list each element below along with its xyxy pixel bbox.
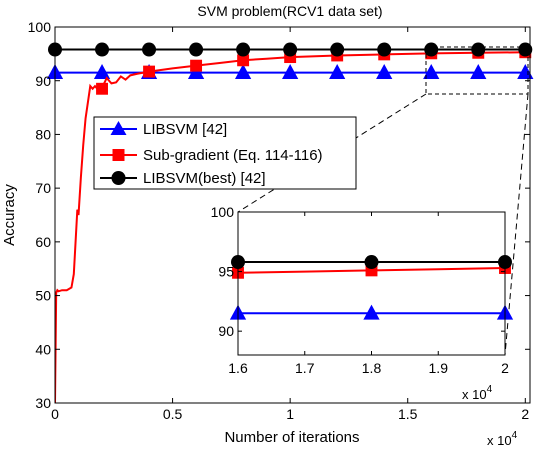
legend-label: LIBSVM [42]: [143, 121, 227, 138]
x-axis-multiplier: x 104: [487, 430, 518, 448]
main-triangle-marker: [93, 63, 111, 79]
inset-plot: 1.6 1.7 1.8 1.9 2 90 95 100 x 104: [211, 204, 514, 402]
inset-x-tick-label: 2: [501, 360, 509, 376]
main-triangle-marker: [234, 63, 252, 79]
inset-y-tick-label: 90: [218, 323, 234, 339]
inset-y-tick-label: 95: [218, 264, 234, 280]
main-triangle-marker: [470, 63, 487, 79]
main-circle-marker: [518, 42, 533, 57]
main-x-tick-label: 1.5: [398, 406, 418, 422]
main-y-tick-label: 90: [35, 73, 51, 89]
main-triangle-marker: [329, 63, 346, 79]
legend-circle-marker: [111, 171, 126, 185]
main-circle-marker: [330, 42, 345, 57]
main-circle-marker: [189, 42, 204, 57]
inset-x-tick-label: 1.8: [362, 360, 382, 376]
main-circle-marker: [377, 42, 392, 57]
inset-y-tick-label: 100: [211, 204, 235, 220]
inset-x-multiplier-exp: 4: [487, 384, 493, 395]
x-multiplier-base: x 10: [487, 433, 512, 448]
legend-label: LIBSVM(best) [42]: [143, 170, 266, 187]
inset-triangle-marker: [363, 304, 380, 320]
main-y-tick-label: 30: [35, 395, 51, 411]
legend-triangle-marker: [110, 121, 127, 135]
main-y-tick-label: 70: [35, 180, 51, 196]
legend-label: Sub-gradient (Eq. 114-116): [143, 147, 323, 164]
main-markers-libsvm-42: [46, 63, 534, 79]
main-x-tick-label: 0.5: [163, 406, 183, 422]
main-square-marker: [190, 59, 203, 72]
main-y-tick-label: 40: [35, 341, 51, 357]
chart-title: SVM problem(RCV1 data set): [197, 3, 382, 19]
x-axis-label: Number of iterations: [224, 429, 359, 446]
main-x-tick-label: 1: [286, 406, 294, 422]
zoom-box: [425, 46, 529, 95]
main-square-marker: [143, 65, 156, 78]
main-y-axis: 30 40 50 60 70 80 90 100: [28, 19, 530, 411]
main-x-tick-label: 2: [521, 406, 529, 422]
y-axis-label: Accuracy: [1, 184, 18, 246]
inset-x-axis-multiplier: x 104: [462, 384, 493, 402]
legend-box: [93, 116, 357, 190]
main-square-marker: [284, 51, 297, 64]
inset-x-multiplier-base: x 10: [462, 387, 487, 402]
main-y-tick-label: 80: [35, 126, 51, 142]
main-y-tick-label: 100: [28, 19, 52, 35]
legend: LIBSVM [42] Sub-gradient (Eq. 114-116) L…: [93, 116, 357, 190]
inset-x-tick-label: 1.9: [429, 360, 449, 376]
inset-x-tick-label: 1.6: [228, 360, 248, 376]
main-circle-marker: [95, 42, 110, 57]
main-circle-marker: [471, 42, 486, 57]
legend-square-marker: [112, 149, 125, 161]
inset-plot-area: [238, 212, 505, 355]
main-triangle-marker: [282, 63, 299, 79]
main-circle-marker: [142, 42, 157, 57]
main-square-marker: [96, 82, 108, 95]
inset-x-tick-label: 1.7: [295, 360, 315, 376]
main-plot-frame: [54, 26, 531, 404]
inset-square-marker: [365, 264, 378, 277]
legend-entry: Sub-gradient (Eq. 114-116): [100, 147, 323, 164]
inset-plot-frame: [237, 211, 506, 356]
main-triangle-marker: [423, 63, 440, 79]
main-triangle-marker: [517, 63, 534, 79]
zoom-connector-right: [504, 93, 529, 356]
main-circle-marker: [424, 42, 439, 57]
legend-entry: LIBSVM [42]: [100, 121, 227, 138]
main-circle-marker: [283, 42, 298, 57]
main-x-tick-label: 0: [51, 406, 59, 422]
main-triangle-marker: [376, 63, 393, 79]
main-markers-libsvm-best-42: [48, 42, 533, 57]
inset-circle-marker: [364, 255, 379, 270]
main-square-marker: [237, 54, 250, 67]
main-circle-marker: [236, 42, 251, 57]
x-multiplier-exp: 4: [512, 430, 518, 441]
main-y-tick-label: 50: [35, 288, 51, 304]
main-y-tick-label: 60: [35, 234, 51, 250]
main-series-layer: [46, 42, 534, 403]
legend-entry: LIBSVM(best) [42]: [100, 170, 266, 187]
